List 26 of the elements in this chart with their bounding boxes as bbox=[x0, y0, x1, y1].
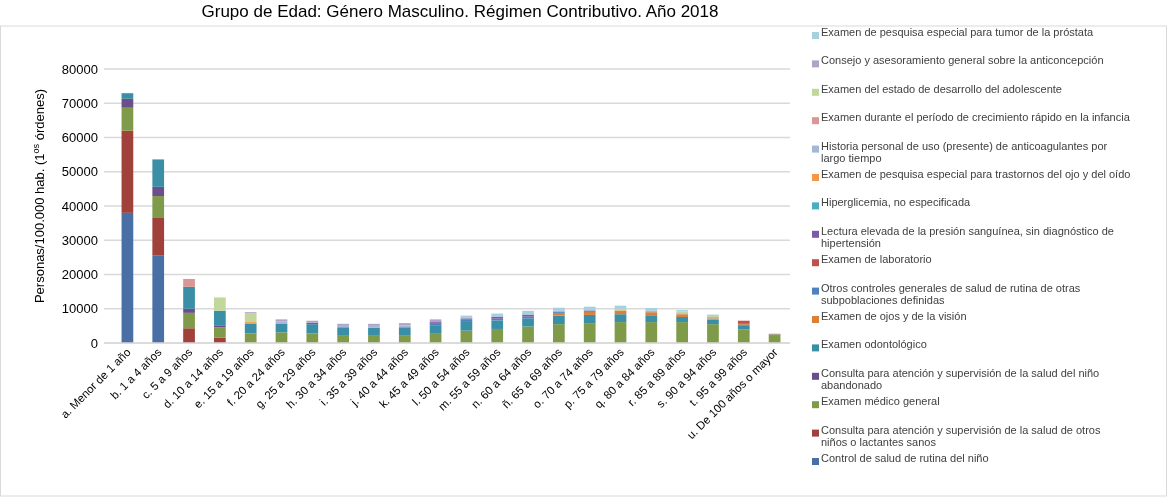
legend-label: Examen de pesquisa especial para trastornos del ojo y del oído bbox=[821, 168, 1131, 180]
legend-label: Consejo y asesoramiento general sobre la anticoncepción bbox=[821, 54, 1104, 67]
chart-title: Grupo de Edad: Género Masculino. Régimen Contributivo. Año 2018 bbox=[201, 2, 719, 21]
legend-label: Control de salud de rutina del niño bbox=[821, 452, 989, 464]
y-tick-label: 30000 bbox=[61, 232, 98, 248]
legend-label: Lectura elevada de la presión sanguínea, sin diagnóstico de hipertensión bbox=[821, 224, 1114, 249]
legend-label: Examen de ojos y de la visión bbox=[821, 310, 967, 322]
legend-label: Consulta para atención y supervisión de la salud de otros niños o lactantes sanos bbox=[821, 423, 1101, 448]
legend-label: Examen del estado de desarrollo del adolescente bbox=[821, 82, 1062, 95]
y-tick-label: 40000 bbox=[61, 198, 98, 214]
y-tick-label: 60000 bbox=[61, 130, 98, 146]
y-tick-label: 0 bbox=[90, 335, 98, 351]
y-tick-label: 70000 bbox=[61, 95, 98, 111]
y-tick-label: 50000 bbox=[61, 164, 98, 180]
legend-label: Hiperglicemia, no especificada bbox=[821, 196, 972, 209]
y-tick-label: 80000 bbox=[61, 61, 98, 77]
legend-label: Historia personal de uso (presente) de anticoagulantes por largo tiempo bbox=[821, 139, 1108, 164]
y-tick-label: 10000 bbox=[61, 301, 98, 317]
legend-label: Examen médico general bbox=[821, 395, 940, 408]
legend-label: Otros controles generales de salud de rutina de otras subpoblaciones definidas bbox=[821, 281, 1081, 306]
legend-label: Examen de laboratorio bbox=[821, 253, 932, 266]
legend-label: Examen odontológico bbox=[821, 338, 927, 351]
legend-label: Examen durante el período de crecimiento rápido en la infancia bbox=[821, 111, 1131, 124]
legend-label: Examen de pesquisa especial para tumor de la próstata bbox=[821, 26, 1094, 38]
y-tick-label: 20000 bbox=[61, 267, 98, 283]
legend-label: Consulta para atención y supervisión de la salud del niño abandonado bbox=[821, 366, 1100, 391]
